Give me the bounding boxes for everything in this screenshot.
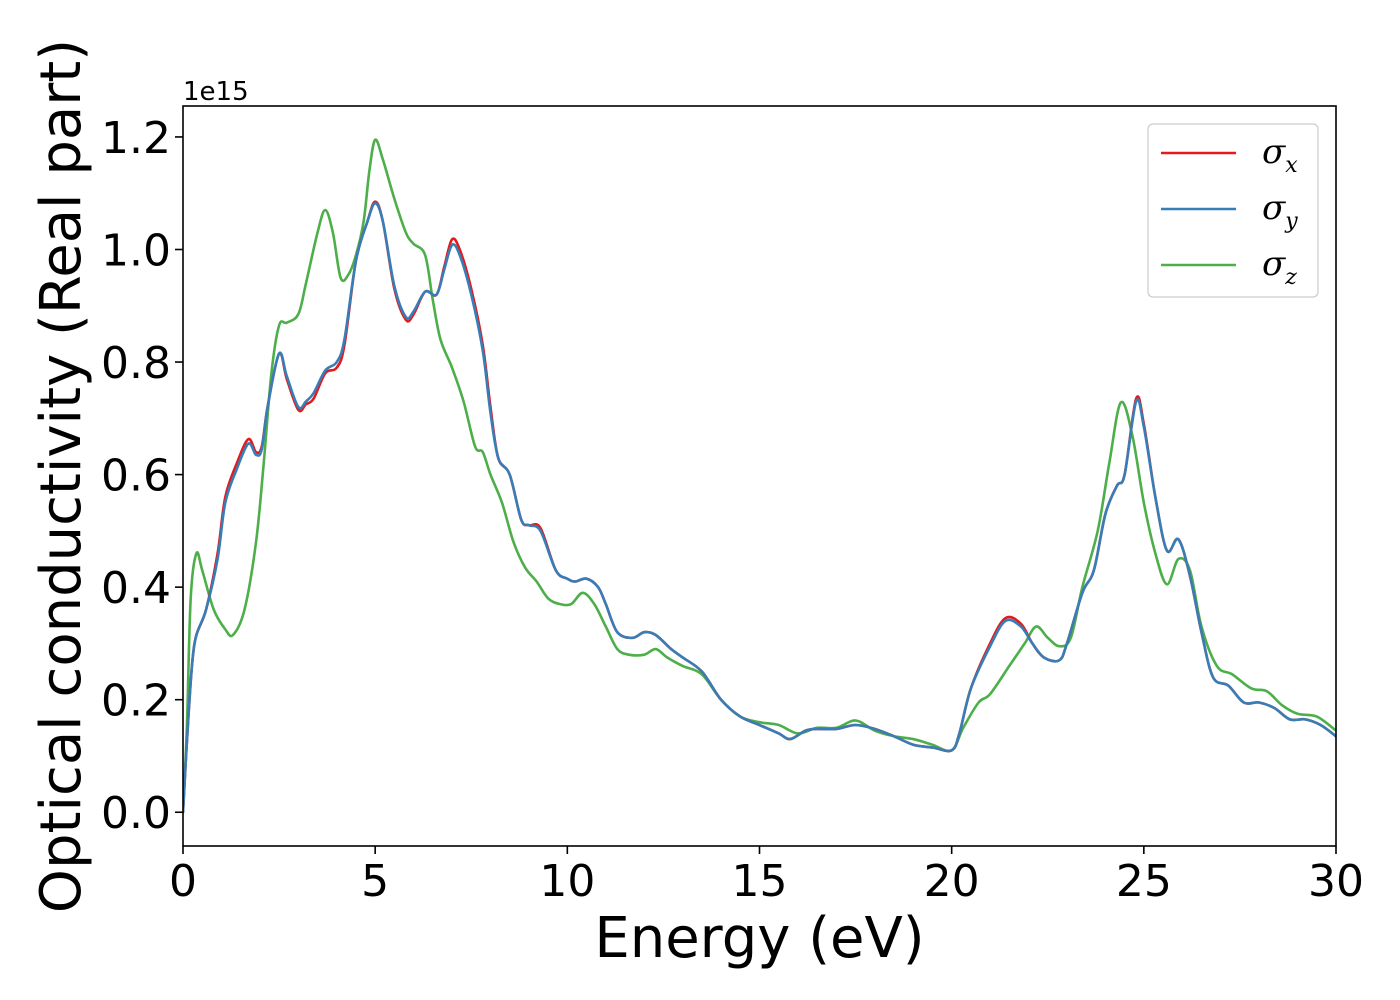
y-axis-label: Optical conductivity (Real part): [29, 39, 94, 913]
y-tick-label: 0.6: [101, 451, 171, 502]
y-offset-label: 1e15: [183, 77, 249, 107]
x-ticks: 0 5 10 15 20 25 30: [169, 846, 1364, 907]
x-tick-label: 15: [732, 856, 788, 907]
legend-label-y: σy: [1262, 188, 1298, 234]
legend-label-z: σz: [1262, 244, 1297, 290]
y-ticks: 0.0 0.2 0.4 0.6 0.8 1.0 1.2: [101, 113, 183, 839]
y-tick-label: 0.0: [101, 788, 171, 839]
series-line-z: [183, 138, 1336, 814]
y-tick-label: 0.8: [101, 338, 171, 389]
series-line-y: [183, 202, 1336, 814]
legend-box: [1147, 123, 1319, 298]
legend-entries: σx σy σz: [1161, 132, 1298, 290]
x-tick-label: 0: [169, 856, 197, 907]
x-tick-label: 5: [361, 856, 389, 907]
y-tick-label: 0.4: [101, 563, 171, 614]
x-tick-label: 10: [539, 856, 595, 907]
legend-label-x: σx: [1262, 132, 1298, 178]
x-tick-label: 30: [1308, 856, 1364, 907]
x-tick-label: 20: [924, 856, 980, 907]
legend: σx σy σz: [1147, 123, 1319, 298]
series-layer: [183, 138, 1336, 814]
x-axis-label: Energy (eV): [594, 906, 924, 971]
y-tick-label: 0.2: [101, 676, 171, 727]
y-tick-label: 1.0: [101, 225, 171, 276]
y-tick-label: 1.2: [101, 113, 171, 164]
x-tick-label: 25: [1116, 856, 1172, 907]
